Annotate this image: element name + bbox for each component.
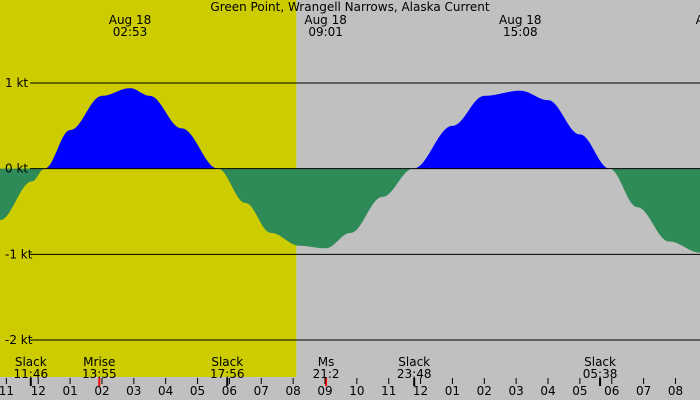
event-time: 13:55 (82, 367, 117, 381)
event-labels: Slack23:48Slack05:38Slack11:46Mrise13:55… (14, 355, 618, 386)
hour-tick-label: 02 (477, 384, 492, 398)
ebb-area-0 (0, 168, 45, 221)
hour-tick-label: 11 (381, 384, 396, 398)
event-time: 05:38 (583, 367, 618, 381)
hour-tick-label: 05 (572, 384, 587, 398)
ebb-area-4 (610, 168, 700, 253)
event-name: Slack (584, 355, 616, 369)
event-name: Mrise (83, 355, 115, 369)
hour-tick-label: 03 (509, 384, 524, 398)
event-name: Slack (211, 355, 243, 369)
y-tick-label: -1 kt (5, 247, 33, 261)
flood-area-3 (414, 90, 610, 169)
flood-area-1 (45, 88, 218, 169)
hour-tick-label: 07 (636, 384, 651, 398)
hour-tick-label: 08 (668, 384, 683, 398)
hour-tick-label: 04 (540, 384, 555, 398)
hour-tick-label: 08 (285, 384, 300, 398)
hour-tick-label: 04 (158, 384, 173, 398)
event-time: 17:56 (210, 367, 245, 381)
hour-tick-label: 06 (604, 384, 619, 398)
current-areas (0, 88, 700, 253)
extremum-date: Aug 18 (304, 13, 347, 27)
y-grid: 1 kt 0 kt -1 kt -2 kt (5, 76, 700, 347)
hour-tick-label: 02 (94, 384, 109, 398)
hour-tick-label: 07 (254, 384, 269, 398)
extremum-time: 15:08 (503, 25, 538, 39)
hour-tick-label: 05 (190, 384, 205, 398)
event-time: 11:46 (14, 367, 49, 381)
hour-tick-label: 03 (126, 384, 141, 398)
hour-tick-label: 06 (222, 384, 237, 398)
hour-tick-label: 11 (0, 384, 14, 398)
hour-tick-label: 10 (349, 384, 364, 398)
chart-title: Green Point, Wrangell Narrows, Alaska Cu… (210, 0, 489, 14)
event-name: Ms (318, 355, 335, 369)
extremum-time: 02:53 (113, 25, 148, 39)
hour-tick-label: 12 (31, 384, 46, 398)
event-time: 23:48 (397, 367, 432, 381)
hour-tick-label: 01 (62, 384, 77, 398)
y-tick-label: -2 kt (5, 333, 33, 347)
event-time: 21:2 (313, 367, 340, 381)
extremum-time: 09:01 (308, 25, 343, 39)
extremum-date: Aug 18 (109, 13, 152, 27)
hour-axis: 11 12 01 02 03 04 05 06 07 08 09 10 11 12 01 02 03 04 05 06… (0, 378, 683, 398)
extremum-date: Aug 18 (696, 13, 700, 27)
event-name: Slack (15, 355, 47, 369)
hour-tick-label: 01 (445, 384, 460, 398)
ebb-area-2 (218, 168, 414, 249)
hour-tick-label: 12 (413, 384, 428, 398)
event-name: Slack (398, 355, 430, 369)
hour-tick-label: 09 (317, 384, 332, 398)
extremum-date: Aug 18 (499, 13, 542, 27)
y-tick-label: 0 kt (5, 162, 28, 176)
y-tick-label: 1 kt (5, 76, 28, 90)
